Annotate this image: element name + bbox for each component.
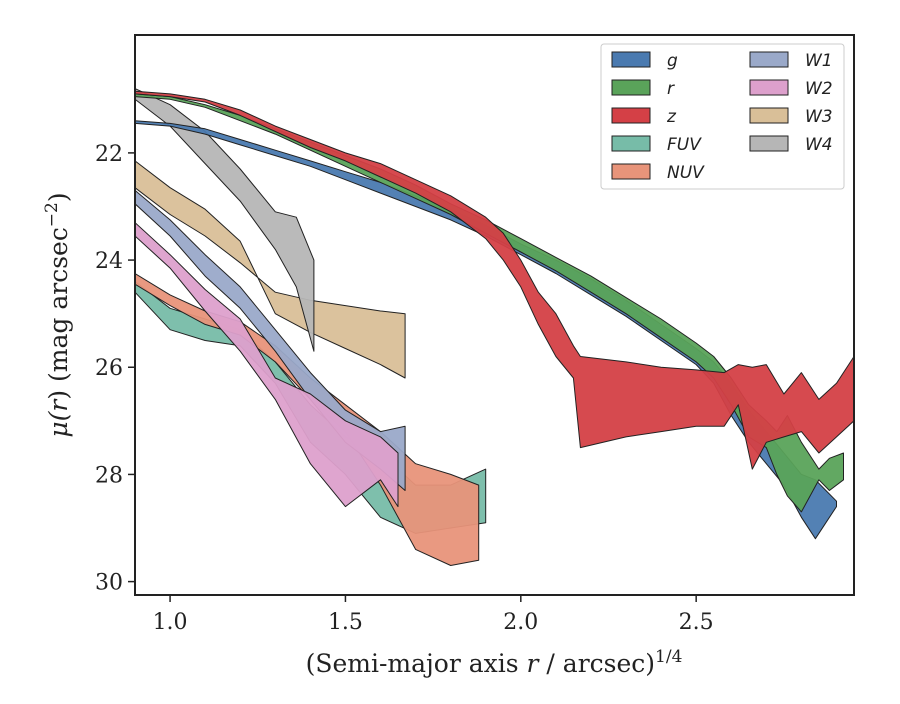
legend-swatch-g [611, 51, 651, 68]
x-tick-label: 1.0 [153, 610, 188, 635]
x-axis-ticks: 1.0 1.5 2.0 2.5 [153, 595, 714, 635]
y-tick-label: 26 [95, 356, 123, 381]
legend-label-nuv: NUV [667, 163, 705, 183]
legend-label-r: r [667, 79, 675, 99]
legend-label-z: z [666, 107, 677, 127]
legend-label-g: g [667, 51, 678, 71]
legend-swatch-fuv [611, 135, 651, 152]
y-tick-label: 22 [95, 142, 123, 167]
x-tick-label: 1.5 [328, 610, 363, 635]
legend-swatch-w2 [749, 79, 789, 96]
legend-swatch-r [611, 79, 651, 96]
band-w3 [135, 160, 406, 379]
legend-label-w3: W3 [805, 107, 833, 127]
y-tick-label: 24 [95, 249, 123, 274]
x-axis-label: (Semi-major axis r / arcsec)1/4 [306, 647, 683, 678]
x-tick-label: 2.0 [503, 610, 538, 635]
y-axis-ticks: 22 24 26 28 30 [95, 142, 135, 596]
legend-swatch-w1 [749, 51, 789, 68]
legend-label-fuv: FUV [667, 135, 702, 155]
profile-bands [135, 88, 854, 566]
legend: grz FUV NUV W1 W2 W3 W4 [600, 43, 845, 190]
legend-swatch-w4 [749, 135, 789, 152]
y-tick-label: 28 [95, 463, 123, 488]
y-tick-label: 30 [95, 571, 123, 596]
legend-swatch-z [611, 107, 651, 124]
legend-label-w2: W2 [805, 79, 833, 99]
y-axis-label: μ(r) (mag arcsec−2) [42, 192, 73, 437]
band-z [135, 90, 854, 470]
band-w4 [135, 88, 315, 352]
legend-label-w4: W4 [805, 135, 833, 155]
legend-label-w1: W1 [805, 51, 833, 71]
plot-frame [134, 34, 855, 596]
legend-swatch-w3 [749, 107, 789, 124]
legend-swatch-nuv [611, 163, 651, 180]
band-w2 [135, 222, 399, 508]
x-tick-label: 2.5 [679, 610, 714, 635]
